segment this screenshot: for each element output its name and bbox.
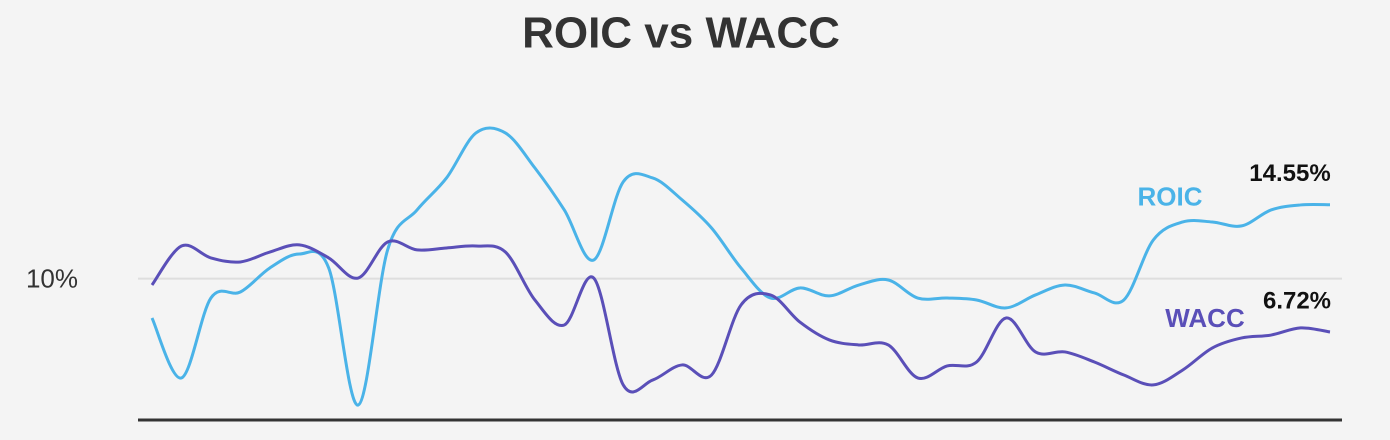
value-label: 6.72% <box>1263 287 1331 314</box>
chart-title: ROIC vs WACC <box>522 9 840 58</box>
line-series <box>150 126 1331 407</box>
y-tick-label: 10% <box>26 264 78 294</box>
series-label: WACC <box>1165 303 1245 333</box>
series-label: ROIC <box>1138 182 1203 212</box>
line-series <box>150 239 1331 394</box>
value-label: 14.55% <box>1249 160 1330 187</box>
